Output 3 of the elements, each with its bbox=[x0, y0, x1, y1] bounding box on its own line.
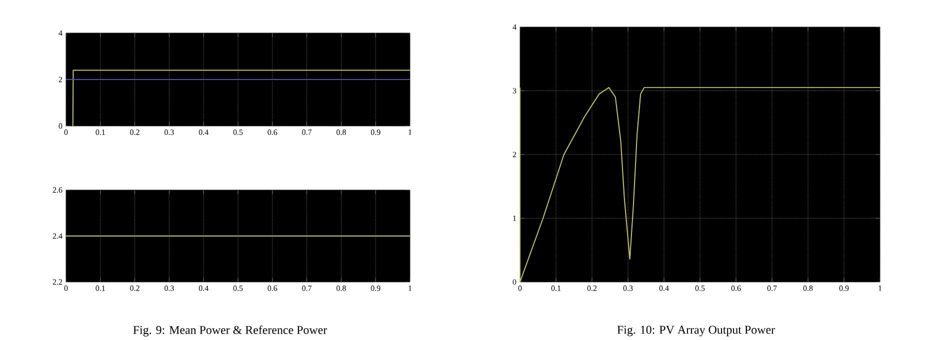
caption: Fig. 10: PV Array Output Power bbox=[617, 326, 775, 336]
caption: Fig. 9: Mean Power & Reference Power bbox=[133, 325, 328, 336]
line-series bbox=[520, 87, 881, 282]
